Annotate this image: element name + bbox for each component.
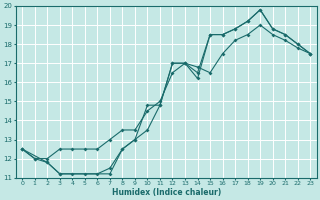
X-axis label: Humidex (Indice chaleur): Humidex (Indice chaleur) [112,188,221,197]
